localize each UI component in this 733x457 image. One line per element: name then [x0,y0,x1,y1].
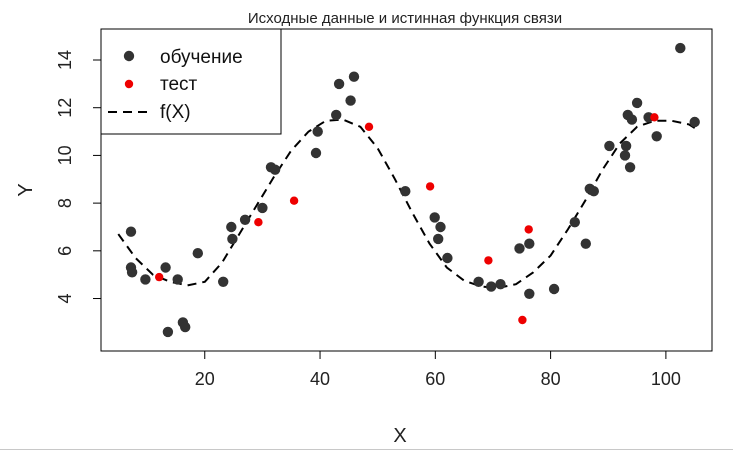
train-point [651,131,662,142]
test-point [289,196,299,205]
train-point [218,276,229,287]
chart-title: Исходные данные и истинная функция связи [248,10,562,27]
test-point [518,315,527,325]
train-point [226,221,237,233]
train-point [140,274,151,285]
train-points [125,42,700,338]
train-point [433,233,444,245]
test-point [425,182,435,191]
legend-marker-train [123,50,135,62]
train-point [580,238,591,249]
test-point [524,225,533,234]
train-point [619,150,631,161]
train-point [486,281,497,292]
train-point [192,248,203,259]
train-point [227,233,238,245]
train-point [125,226,137,237]
train-point [429,212,440,223]
x-tick-label: 40 [310,369,330,389]
train-point [588,186,599,197]
plot-frame [100,28,713,352]
train-point [348,71,360,82]
y-tick-label: 8 [55,198,75,208]
train-point [331,109,342,121]
x-tick-label: 100 [651,369,681,389]
train-point [569,217,580,228]
train-point [675,42,686,54]
y-tick-label: 4 [55,294,75,304]
train-point [345,95,356,106]
y-axis-title: Y [15,183,37,196]
x-tick-label: 20 [195,369,215,389]
train-point [548,283,560,295]
train-point [333,78,345,90]
train-point [239,214,251,225]
train-point [442,252,453,264]
test-point [254,218,263,227]
train-point [626,114,638,125]
train-point [631,97,643,109]
train-point [160,262,171,273]
y-tick-label: 14 [55,50,75,70]
legend-label-train: обучение [160,47,243,68]
train-point [172,274,183,285]
train-point [180,321,191,333]
train-point [435,221,446,233]
x-axis: 20 40 60 80 100 [195,351,681,389]
y-tick-label: 10 [55,145,75,165]
train-point [126,267,138,278]
train-point [495,279,506,290]
test-point [364,122,374,131]
x-axis-title: X [393,425,406,447]
train-point [620,140,632,152]
train-point [524,238,535,249]
true-function-curve [117,118,696,289]
x-tick-label: 80 [541,369,561,389]
train-point [689,116,700,128]
train-point [257,202,268,214]
train-point [269,164,281,175]
y-tick-label: 12 [55,98,75,118]
train-point [604,140,615,152]
test-point [155,272,164,282]
window-bottom-rule [0,449,733,450]
train-point [514,243,525,254]
y-tick-label: 6 [55,246,75,256]
legend-label-test: тест [160,74,198,95]
x-tick-label: 60 [425,369,445,389]
y-axis: 4 6 8 10 12 14 [55,50,101,304]
test-point [650,113,659,122]
legend-marker-test [124,79,134,89]
train-point [400,186,411,197]
train-point [162,326,174,338]
train-point [473,276,484,287]
train-point [310,147,322,159]
test-point [484,256,493,265]
train-point [312,126,323,137]
train-point [524,288,535,299]
test-points [155,113,659,325]
legend-label-fx: f(X) [160,102,191,123]
train-point [624,162,636,173]
legend: обучение тест f(X) [100,28,282,135]
